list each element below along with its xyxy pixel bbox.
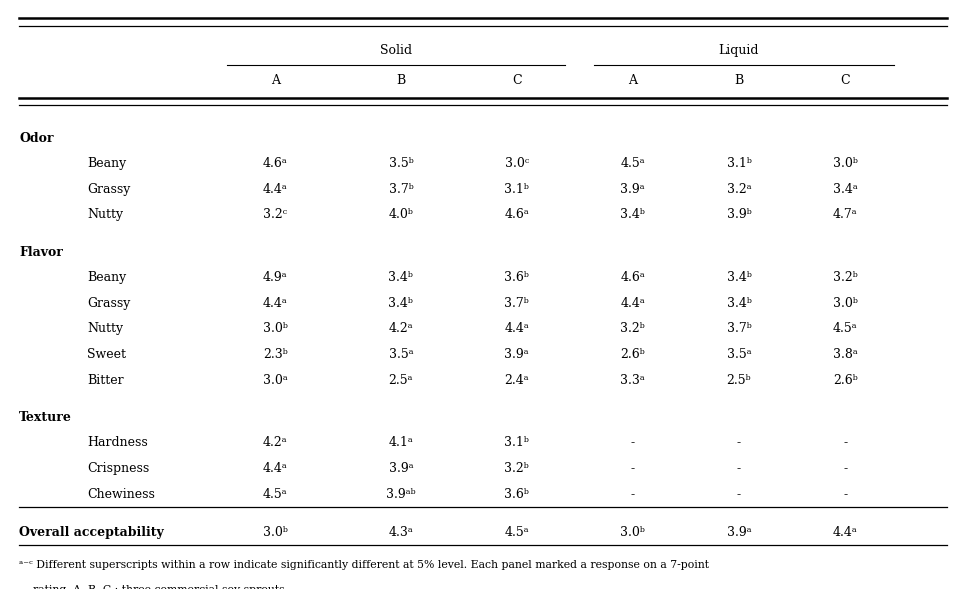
Text: 3.7ᵇ: 3.7ᵇ [388, 183, 413, 196]
Text: A: A [270, 74, 280, 87]
Text: 3.0ᵇ: 3.0ᵇ [833, 297, 858, 310]
Text: 3.0ᵇ: 3.0ᵇ [263, 526, 288, 539]
Text: 3.7ᵇ: 3.7ᵇ [504, 297, 529, 310]
Text: 3.9ᵃ: 3.9ᵃ [388, 462, 413, 475]
Text: 4.2ᵃ: 4.2ᵃ [263, 436, 288, 449]
Text: Bitter: Bitter [87, 373, 124, 387]
Text: B: B [396, 74, 406, 87]
Text: Liquid: Liquid [719, 44, 759, 57]
Text: 3.0ᵃ: 3.0ᵃ [263, 373, 288, 387]
Text: 3.5ᵃ: 3.5ᵃ [726, 348, 752, 361]
Text: 4.6ᵃ: 4.6ᵃ [620, 271, 645, 284]
Text: C: C [512, 74, 522, 87]
Text: 4.5ᵃ: 4.5ᵃ [263, 488, 288, 501]
Text: 4.5ᵃ: 4.5ᵃ [833, 322, 858, 336]
Text: 3.4ᵃ: 3.4ᵃ [833, 183, 858, 196]
Text: 3.0ᵇ: 3.0ᵇ [620, 526, 645, 539]
Text: -: - [843, 462, 847, 475]
Text: 4.6ᵃ: 4.6ᵃ [263, 157, 288, 170]
Text: 3.2ᶜ: 3.2ᶜ [264, 209, 287, 221]
Text: Nutty: Nutty [87, 209, 123, 221]
Text: 2.3ᵇ: 2.3ᵇ [263, 348, 288, 361]
Text: 3.9ᵃᵇ: 3.9ᵃᵇ [386, 488, 415, 501]
Text: 3.0ᵇ: 3.0ᵇ [833, 157, 858, 170]
Text: 3.4ᵇ: 3.4ᵇ [388, 271, 413, 284]
Text: 3.3ᵃ: 3.3ᵃ [620, 373, 645, 387]
Text: A: A [628, 74, 638, 87]
Text: Chewiness: Chewiness [87, 488, 155, 501]
Text: Flavor: Flavor [19, 246, 63, 259]
Text: Grassy: Grassy [87, 297, 130, 310]
Text: 3.0ᶜ: 3.0ᶜ [504, 157, 529, 170]
Text: 4.5ᵃ: 4.5ᵃ [620, 157, 645, 170]
Text: -: - [737, 488, 741, 501]
Text: 3.9ᵇ: 3.9ᵇ [726, 209, 752, 221]
Text: 3.2ᵃ: 3.2ᵃ [726, 183, 752, 196]
Text: 4.1ᵃ: 4.1ᵃ [388, 436, 413, 449]
Text: Nutty: Nutty [87, 322, 123, 336]
Text: Crispness: Crispness [87, 462, 149, 475]
Text: 3.1ᵇ: 3.1ᵇ [726, 157, 752, 170]
Text: 3.1ᵇ: 3.1ᵇ [504, 183, 529, 196]
Text: 4.4ᵃ: 4.4ᵃ [833, 526, 858, 539]
Text: 3.9ᵃ: 3.9ᵃ [620, 183, 645, 196]
Text: 3.5ᵃ: 3.5ᵃ [388, 348, 413, 361]
Text: 3.9ᵃ: 3.9ᵃ [726, 526, 752, 539]
Text: 2.6ᵇ: 2.6ᵇ [833, 373, 858, 387]
Text: 4.7ᵃ: 4.7ᵃ [833, 209, 858, 221]
Text: C: C [840, 74, 850, 87]
Text: 3.2ᵇ: 3.2ᵇ [504, 462, 529, 475]
Text: 3.4ᵇ: 3.4ᵇ [726, 271, 752, 284]
Text: B: B [734, 74, 744, 87]
Text: 4.2ᵃ: 4.2ᵃ [388, 322, 413, 336]
Text: 3.9ᵃ: 3.9ᵃ [504, 348, 529, 361]
Text: Solid: Solid [380, 44, 412, 57]
Text: Beany: Beany [87, 271, 127, 284]
Text: -: - [843, 488, 847, 501]
Text: 3.4ᵇ: 3.4ᵇ [388, 297, 413, 310]
Text: 4.4ᵃ: 4.4ᵃ [263, 183, 288, 196]
Text: -: - [843, 436, 847, 449]
Text: 3.4ᵇ: 3.4ᵇ [726, 297, 752, 310]
Text: Grassy: Grassy [87, 183, 130, 196]
Text: -: - [631, 436, 635, 449]
Text: 3.6ᵇ: 3.6ᵇ [504, 488, 529, 501]
Text: rating. A, B, C : three commercial soy sprouts.: rating. A, B, C : three commercial soy s… [19, 585, 288, 589]
Text: -: - [737, 436, 741, 449]
Text: 3.8ᵃ: 3.8ᵃ [833, 348, 858, 361]
Text: 4.4ᵃ: 4.4ᵃ [263, 297, 288, 310]
Text: 3.6ᵇ: 3.6ᵇ [504, 271, 529, 284]
Text: Overall acceptability: Overall acceptability [19, 526, 164, 539]
Text: Beany: Beany [87, 157, 127, 170]
Text: Sweet: Sweet [87, 348, 126, 361]
Text: ᵃ⁻ᶜ Different superscripts within a row indicate significantly different at 5% l: ᵃ⁻ᶜ Different superscripts within a row … [19, 560, 709, 570]
Text: 4.3ᵃ: 4.3ᵃ [388, 526, 413, 539]
Text: 3.5ᵇ: 3.5ᵇ [388, 157, 413, 170]
Text: 3.2ᵇ: 3.2ᵇ [620, 322, 645, 336]
Text: 4.0ᵇ: 4.0ᵇ [388, 209, 413, 221]
Text: 3.2ᵇ: 3.2ᵇ [833, 271, 858, 284]
Text: Odor: Odor [19, 131, 54, 145]
Text: 3.7ᵇ: 3.7ᵇ [726, 322, 752, 336]
Text: 4.4ᵃ: 4.4ᵃ [504, 322, 529, 336]
Text: 4.4ᵃ: 4.4ᵃ [263, 462, 288, 475]
Text: 2.5ᵃ: 2.5ᵃ [388, 373, 413, 387]
Text: 4.6ᵃ: 4.6ᵃ [504, 209, 529, 221]
Text: Texture: Texture [19, 411, 72, 424]
Text: -: - [737, 462, 741, 475]
Text: 2.6ᵇ: 2.6ᵇ [620, 348, 645, 361]
Text: 4.9ᵃ: 4.9ᵃ [263, 271, 288, 284]
Text: Hardness: Hardness [87, 436, 148, 449]
Text: 3.0ᵇ: 3.0ᵇ [263, 322, 288, 336]
Text: -: - [631, 462, 635, 475]
Text: 3.1ᵇ: 3.1ᵇ [504, 436, 529, 449]
Text: 4.5ᵃ: 4.5ᵃ [504, 526, 529, 539]
Text: 3.4ᵇ: 3.4ᵇ [620, 209, 645, 221]
Text: 2.5ᵇ: 2.5ᵇ [726, 373, 752, 387]
Text: -: - [631, 488, 635, 501]
Text: 2.4ᵃ: 2.4ᵃ [504, 373, 529, 387]
Text: 4.4ᵃ: 4.4ᵃ [620, 297, 645, 310]
